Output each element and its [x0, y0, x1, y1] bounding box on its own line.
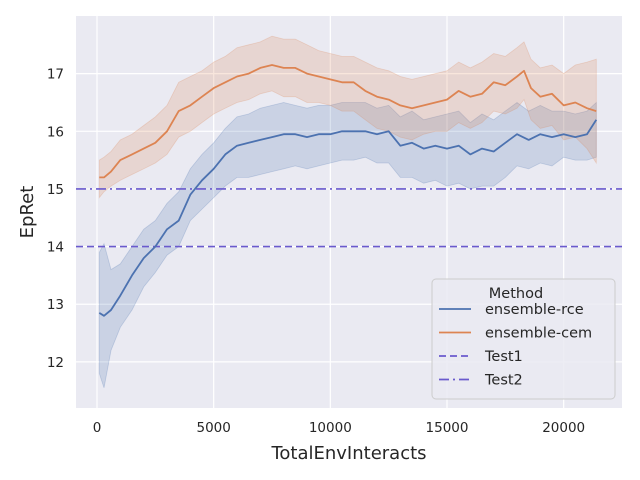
- y-axis-label: EpRet: [17, 186, 38, 239]
- x-tick-label: 20000: [542, 420, 585, 436]
- legend-items: ensemble-rce ensemble-cem Test1 Test2: [439, 302, 592, 389]
- reference-lines: [76, 188, 622, 248]
- x-tick-label: 5000: [196, 420, 230, 436]
- x-axis-label: TotalEnvInteracts: [270, 443, 426, 464]
- series-lines: [98, 64, 598, 317]
- y-tick-label: 16: [47, 124, 64, 140]
- legend-box: [431, 278, 616, 400]
- y-tick-labels: 12 13 14 15 16 17: [47, 67, 64, 371]
- y-tick-label: 13: [47, 297, 64, 313]
- legend-label-ensemble-rce: ensemble-rce: [485, 302, 584, 318]
- line-ensemble-cem: [99, 64, 597, 179]
- x-tick-label: 10000: [309, 420, 352, 436]
- band-ensemble-cem: [98, 35, 597, 199]
- y-tick-label: 17: [47, 67, 64, 83]
- y-tick-label: 14: [47, 240, 64, 256]
- x-tick-label: 0: [93, 420, 102, 436]
- legend-title: Method: [489, 286, 543, 302]
- band-ensemble-rce: [98, 101, 597, 388]
- legend: Method ensemble-rce ensemble-cem Test1 Test…: [431, 278, 616, 400]
- x-tick-labels: 0 5000 10000 15000 20000: [93, 420, 585, 436]
- line-ensemble-rce: [98, 119, 598, 317]
- legend-label-Test1: Test1: [484, 349, 523, 365]
- y-tick-label: 12: [47, 355, 64, 371]
- legend-label-Test2: Test2: [484, 373, 523, 389]
- x-tick-label: 15000: [426, 420, 469, 436]
- confidence-bands: [98, 35, 597, 388]
- legend-label-ensemble-cem: ensemble-cem: [485, 326, 592, 342]
- y-tick-label: 15: [47, 182, 64, 198]
